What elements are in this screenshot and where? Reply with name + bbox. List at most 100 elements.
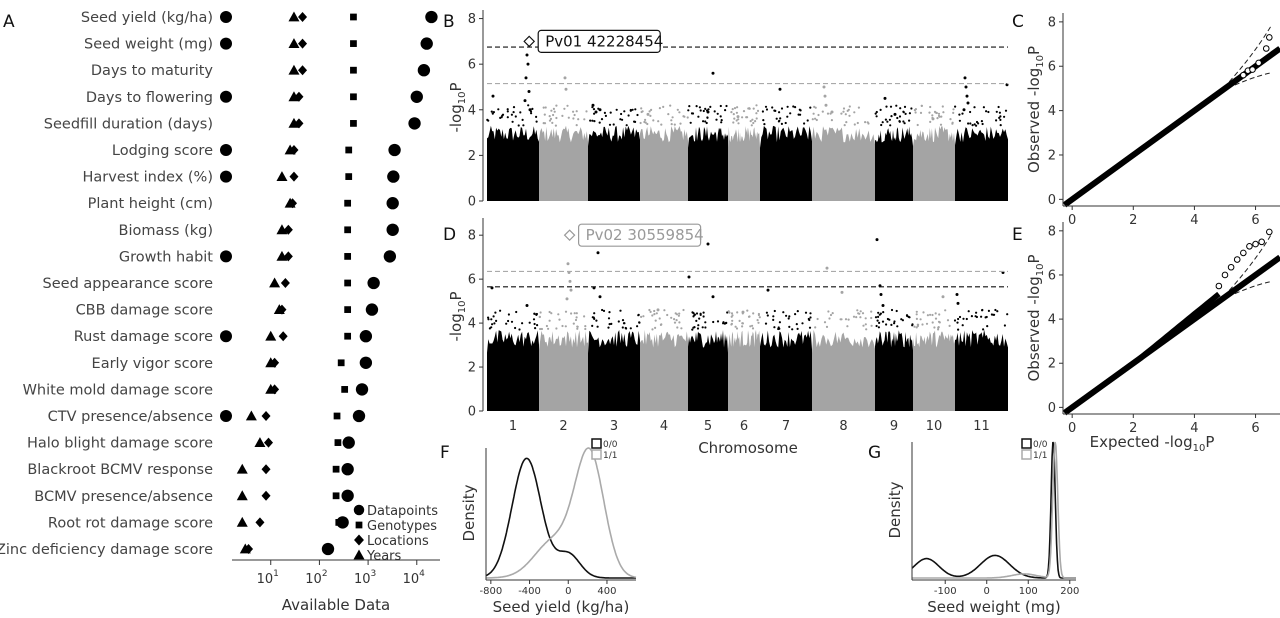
legend-label: 1/1 <box>603 451 617 461</box>
snp-point <box>704 326 707 329</box>
snp-point <box>902 111 905 114</box>
snp-point <box>969 110 972 114</box>
snp-point <box>779 117 782 120</box>
locations-marker <box>278 331 288 342</box>
snp-point <box>913 325 916 328</box>
snp-point <box>798 108 801 111</box>
snp-point <box>604 114 608 117</box>
x-tick-label: -100 <box>934 586 957 597</box>
snp-point <box>577 118 580 121</box>
genotypes-marker <box>334 439 342 446</box>
snp-point <box>487 316 490 319</box>
snp-point <box>691 328 694 331</box>
snp-point <box>638 321 641 324</box>
snp-point <box>750 124 753 127</box>
trait-label: Growth habit <box>119 249 213 265</box>
annotation-box <box>537 29 661 53</box>
snp-point <box>919 318 922 321</box>
snp-point <box>981 309 984 312</box>
snp-peak <box>875 238 879 242</box>
snp-point <box>766 314 769 317</box>
snp-point <box>719 115 722 118</box>
x-tick-label: 2 <box>1129 213 1137 228</box>
snp-point <box>794 313 797 316</box>
snp-point <box>553 110 556 113</box>
years-marker <box>276 171 288 181</box>
trait-marker-left-dot <box>220 330 232 343</box>
snp-point <box>906 314 909 318</box>
years-marker <box>269 277 281 288</box>
snp-point <box>796 327 799 330</box>
snp-point <box>764 322 768 325</box>
snp-point <box>589 119 592 122</box>
datapoints-marker <box>420 37 433 50</box>
snp-point <box>904 112 907 115</box>
snp-point <box>574 318 578 322</box>
snp-point <box>856 309 859 312</box>
genotypes-marker <box>341 386 349 393</box>
snp-point <box>492 111 495 114</box>
snp-point <box>549 117 553 120</box>
snp-point <box>670 316 673 319</box>
snp-point <box>859 310 862 313</box>
y-tick-label: 4 <box>1048 104 1056 119</box>
snp-point <box>934 312 937 315</box>
snp-point <box>492 315 495 318</box>
snp-point <box>490 110 493 113</box>
qq-tail-point <box>1252 240 1259 248</box>
trait-label: Plant height (cm) <box>88 196 213 212</box>
snp-point <box>875 110 878 114</box>
snp-point <box>889 124 892 127</box>
panel-label-f: F <box>440 443 450 463</box>
snp-point <box>596 325 599 328</box>
snp-peak <box>822 85 826 89</box>
y-tick-label: 6 <box>468 58 476 73</box>
snp-point <box>575 316 578 319</box>
snp-point <box>543 122 547 125</box>
legend-label: 0/0 <box>603 440 618 450</box>
snp-point <box>985 315 988 319</box>
snp-point <box>698 106 702 109</box>
snp-point <box>573 113 576 117</box>
snp-point <box>973 106 976 109</box>
genotypes-marker <box>333 412 341 420</box>
qq-tail-point <box>1221 271 1229 279</box>
snp-point <box>547 327 550 330</box>
snp-peak <box>598 108 602 112</box>
snp-point <box>640 107 643 110</box>
chromosome-block <box>588 125 640 201</box>
snp-point <box>691 311 694 314</box>
snp-point <box>939 123 943 126</box>
datapoints-marker <box>342 436 355 449</box>
snp-point <box>536 324 539 327</box>
snp-point <box>519 111 522 114</box>
snp-point <box>642 315 645 318</box>
snp-point <box>908 119 911 122</box>
chromosome-label: 5 <box>704 419 712 434</box>
snp-point <box>591 324 594 327</box>
annotation-box <box>577 223 702 247</box>
snp-point <box>803 122 806 125</box>
x-tick-label: 400 <box>597 586 616 597</box>
datapoints-marker <box>387 170 400 183</box>
trait-marker-left-dot <box>220 410 232 422</box>
snp-point <box>551 121 554 124</box>
locations-marker <box>261 411 271 421</box>
snp-peak <box>525 53 529 57</box>
snp-point <box>784 121 787 125</box>
snp-point <box>697 324 700 327</box>
snp-point <box>858 312 861 315</box>
snp-point <box>828 317 831 320</box>
snp-peak <box>594 110 598 114</box>
trait-label: White mold damage score <box>23 382 213 398</box>
snp-point <box>940 115 943 118</box>
chromosome-label: 2 <box>559 419 567 434</box>
snp-point <box>658 107 662 110</box>
x-tick-label: 101 <box>257 569 279 587</box>
snp-point <box>999 118 1002 121</box>
snp-point <box>510 113 513 116</box>
snp-point <box>677 314 681 317</box>
legend-swatch <box>1021 438 1032 449</box>
